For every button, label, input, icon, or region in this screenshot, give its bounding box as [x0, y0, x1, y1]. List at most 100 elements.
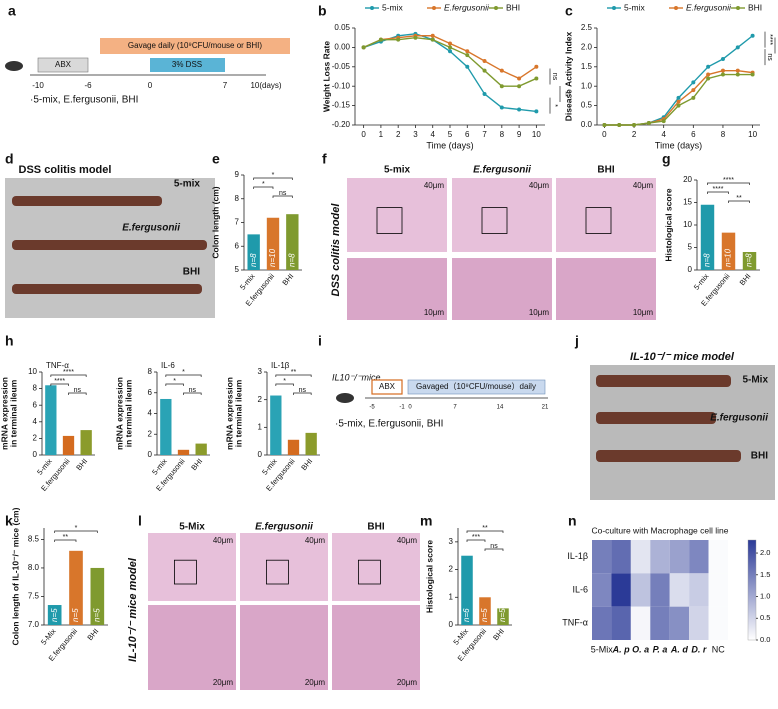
n-label: n=5: [71, 608, 80, 622]
sig-bracket: [484, 548, 504, 551]
day-label: 14: [497, 405, 504, 411]
y-tick-label: 4: [33, 417, 38, 426]
y-tick-label: 5: [688, 243, 693, 252]
heatmap-cell: [669, 573, 690, 607]
histology-image: [332, 605, 420, 690]
scale-label: 40μm: [397, 536, 418, 545]
heatmap-cell: [689, 573, 709, 607]
n-label: n=8: [703, 253, 712, 267]
y-tick-label: 8: [235, 194, 240, 203]
legend-label: 5-mix: [624, 2, 646, 12]
bar: [461, 555, 473, 625]
x-tick-label: 6: [691, 130, 696, 139]
y-tick-label: 15: [683, 198, 692, 207]
x-tick-label: 10: [748, 130, 757, 139]
sig-bracket: [54, 539, 77, 542]
sig-bracket: [707, 191, 729, 194]
colon-image: [596, 375, 731, 387]
heatmap-cell: [592, 606, 612, 640]
zoom-box: [481, 207, 508, 234]
y-tick-label: 1.0: [581, 81, 593, 90]
groups-label: ·5-mix, E.fergusonii, BHI: [335, 419, 443, 430]
data-point: [465, 64, 470, 69]
sig-bracket: [50, 383, 69, 386]
x-tick-label: 3: [413, 130, 418, 139]
data-point: [499, 84, 504, 89]
side-label: IL-10⁻/⁻ mice model: [127, 557, 139, 662]
y-tick-label: 5: [235, 265, 240, 274]
y-tick-label: 3: [258, 367, 263, 376]
zoom-box: [357, 559, 381, 585]
heatmap-cell: [611, 573, 631, 607]
data-point: [482, 58, 487, 63]
bar: [721, 232, 736, 270]
annotation: *: [551, 104, 558, 107]
gavage-bar: [100, 38, 290, 54]
histology-image: [347, 258, 447, 320]
column-header: BHI: [597, 165, 614, 176]
data-point: [378, 37, 383, 42]
panel-letter: g: [662, 151, 671, 167]
side-label: DSS colitis model: [330, 203, 342, 297]
photo-label: E.fergusonii: [122, 223, 180, 234]
sig-bracket: [466, 539, 486, 542]
sig-label: *: [283, 378, 286, 385]
y-axis-title: Histological score: [663, 188, 673, 261]
photo: [590, 365, 775, 500]
column-header: 5-Mix: [179, 522, 205, 533]
data-point: [691, 80, 696, 85]
day-label: 10(days): [250, 81, 281, 90]
y-tick-label: 7.0: [28, 620, 40, 629]
legend-marker: [736, 6, 740, 10]
data-point: [499, 68, 504, 73]
y-axis-title: Histological score: [424, 540, 434, 613]
data-point: [676, 99, 681, 104]
bar: [479, 597, 491, 625]
data-point: [750, 33, 755, 38]
data-point: [720, 72, 725, 77]
y-tick-label: 6: [148, 388, 153, 397]
data-point: [602, 123, 607, 127]
n-label: n=5: [50, 608, 59, 622]
dss-label: 3% DSS: [172, 60, 202, 69]
column-header: E.fergusonii: [255, 522, 313, 533]
heatmap-cell: [592, 573, 612, 607]
abx-bar: [371, 379, 403, 395]
colon-image: [596, 412, 716, 424]
data-point: [706, 76, 711, 81]
x-axis-title: Time (days): [655, 140, 702, 150]
histology-image: [556, 258, 656, 320]
gavage-label: Gavaged（10⁹CFU/mouse）daily: [416, 382, 536, 391]
sig-label: ns: [74, 387, 82, 394]
scale-label: 40μm: [424, 181, 445, 190]
column-label: A. p: [612, 644, 631, 654]
x-axis-title: Time (days): [426, 140, 473, 150]
bar: [80, 430, 92, 455]
y-tick-label: 7.5: [28, 592, 40, 601]
panel-letter: h: [5, 333, 14, 349]
panel-letter: d: [5, 151, 14, 167]
heatmap-cell: [650, 540, 670, 574]
annotation: ****: [766, 34, 773, 45]
data-point: [517, 76, 522, 81]
sig-bracket: [68, 392, 87, 395]
histology-image: [148, 605, 236, 690]
bar: [45, 385, 57, 455]
data-point: [676, 103, 681, 108]
y-tick-label: 0: [449, 620, 454, 629]
legend-label: BHI: [748, 2, 762, 12]
mouse-icon: [336, 393, 354, 403]
colorbar-tick-label: 1.0: [760, 592, 770, 601]
legend-marker: [494, 6, 498, 10]
x-tick-label: 9: [517, 130, 522, 139]
x-tick-label: 6: [465, 130, 470, 139]
data-point: [482, 91, 487, 96]
chart-title: Co-culture with Macrophage cell line: [591, 525, 728, 535]
data-point: [499, 105, 504, 110]
heatmap-cell: [630, 540, 651, 574]
histology-image: [347, 178, 447, 252]
bar: [62, 435, 75, 455]
x-tick-label: 0: [361, 130, 366, 139]
sig-label: ****: [54, 378, 65, 385]
